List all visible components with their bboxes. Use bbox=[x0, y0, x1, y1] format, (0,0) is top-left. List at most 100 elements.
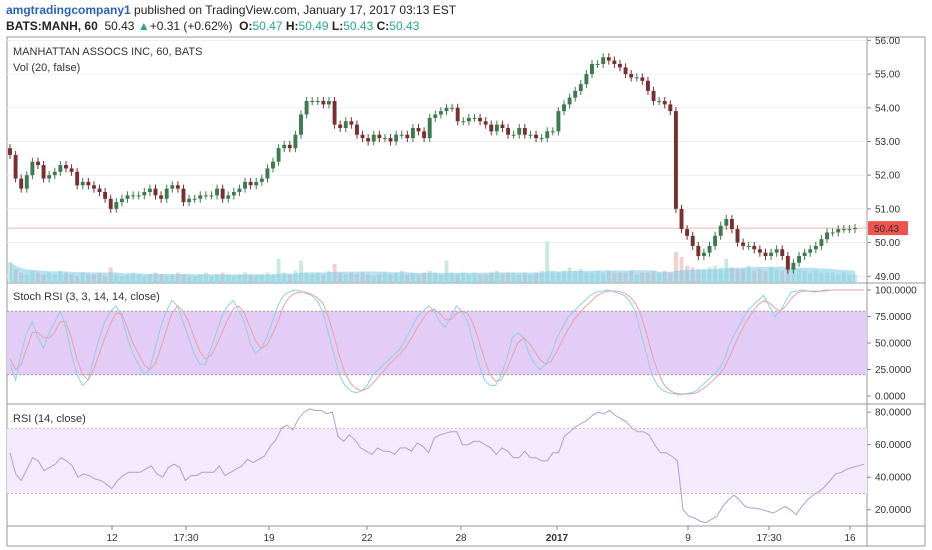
time-tick-label: 22 bbox=[361, 533, 373, 544]
candle-body bbox=[327, 101, 331, 105]
price-tick-label: 56.00 bbox=[875, 36, 900, 47]
volume-ma-area bbox=[10, 262, 855, 283]
candle-body bbox=[142, 192, 147, 196]
author-link[interactable]: amgtradingcompany1 bbox=[6, 3, 131, 17]
candle-body bbox=[164, 188, 169, 199]
candle-body bbox=[265, 168, 270, 179]
candle-body bbox=[86, 181, 91, 186]
candle-body bbox=[584, 74, 589, 85]
candle-body bbox=[797, 256, 801, 263]
candle-body bbox=[36, 161, 40, 166]
candle-body bbox=[153, 188, 158, 196]
candle-body bbox=[506, 127, 511, 135]
candle-body bbox=[685, 229, 690, 236]
candle-body bbox=[645, 80, 650, 91]
candle-body bbox=[338, 124, 343, 128]
close-label: C: bbox=[376, 19, 390, 33]
candle-body bbox=[293, 134, 298, 149]
low-label: L: bbox=[331, 19, 344, 33]
candle-body bbox=[8, 148, 12, 155]
price-tick-label: 55.00 bbox=[875, 70, 900, 81]
candle-body bbox=[640, 77, 645, 81]
candle-body bbox=[825, 232, 829, 240]
candle-body bbox=[259, 178, 264, 182]
open-value: 50.47 bbox=[252, 19, 283, 33]
stoch-tick-label: 0.0000 bbox=[875, 392, 906, 403]
candle-body bbox=[108, 198, 113, 209]
candle-body bbox=[231, 192, 236, 196]
candle-body bbox=[550, 131, 555, 133]
candle-body bbox=[590, 63, 594, 75]
close-value: 50.43 bbox=[389, 19, 420, 33]
candle-body bbox=[466, 117, 471, 122]
candle-body bbox=[612, 60, 617, 64]
candle-body bbox=[578, 84, 583, 91]
candle-body bbox=[696, 245, 701, 257]
rsi-panel-title: RSI (14, close) bbox=[13, 413, 86, 425]
rsi-band bbox=[7, 428, 867, 494]
candle-body bbox=[248, 181, 253, 186]
time-tick-label: 28 bbox=[455, 533, 467, 544]
candle-body bbox=[220, 188, 225, 199]
candle-body bbox=[836, 229, 841, 233]
time-tick-label: 17:30 bbox=[173, 533, 198, 544]
candle-body bbox=[97, 188, 102, 193]
candle-body bbox=[461, 121, 466, 123]
high-label: H: bbox=[285, 19, 299, 33]
candle-body bbox=[433, 114, 438, 118]
candle-body bbox=[75, 171, 80, 186]
candle-body bbox=[198, 195, 203, 199]
candle-body bbox=[500, 124, 505, 128]
candle-body bbox=[13, 154, 18, 179]
candle-body bbox=[254, 181, 259, 186]
candle-body bbox=[780, 249, 785, 257]
candle-body bbox=[360, 134, 365, 139]
candle-body bbox=[595, 63, 600, 65]
candle-body bbox=[58, 165, 63, 172]
price-tick-label: 50.00 bbox=[875, 238, 900, 249]
candle-body bbox=[657, 101, 662, 103]
price-tick-label: 52.00 bbox=[875, 171, 900, 182]
volume-bar bbox=[276, 258, 281, 283]
candle-body bbox=[522, 127, 527, 135]
candle-body bbox=[131, 195, 136, 197]
time-tick-label: 16 bbox=[844, 533, 856, 544]
candle-body bbox=[455, 107, 460, 122]
candle-body bbox=[853, 228, 857, 230]
candle-body bbox=[618, 63, 622, 68]
up-arrow-icon: ▲ bbox=[137, 19, 150, 33]
candle-body bbox=[545, 131, 550, 139]
candle-body bbox=[847, 229, 852, 231]
volume-bar bbox=[299, 260, 303, 283]
candle-body bbox=[119, 198, 124, 203]
time-tick-label: 17:30 bbox=[756, 533, 781, 544]
candle-body bbox=[634, 77, 639, 79]
time-tick-label: 19 bbox=[263, 533, 275, 544]
candle-body bbox=[399, 134, 404, 136]
candle-body bbox=[841, 229, 846, 231]
candle-body bbox=[444, 107, 449, 112]
candle-body bbox=[91, 185, 96, 189]
candle-body bbox=[791, 262, 796, 270]
volume-bar bbox=[673, 251, 678, 283]
candle-body bbox=[573, 90, 578, 98]
candle-body bbox=[321, 101, 326, 105]
candle-body bbox=[438, 111, 443, 115]
candle-body bbox=[707, 245, 712, 253]
candle-body bbox=[354, 124, 359, 135]
rsi-tick-label: 20.0000 bbox=[875, 505, 912, 516]
volume-indicator-label: Vol (20, false) bbox=[13, 62, 80, 74]
candle-body bbox=[187, 198, 192, 203]
candle-body bbox=[478, 117, 483, 122]
candle-body bbox=[181, 188, 186, 203]
rsi-tick-label: 80.0000 bbox=[875, 408, 912, 419]
candle-body bbox=[416, 127, 421, 132]
candle-body bbox=[718, 225, 723, 236]
candle-body bbox=[304, 101, 309, 115]
candle-body bbox=[203, 195, 208, 197]
candle-body bbox=[679, 208, 684, 230]
candle-body bbox=[606, 57, 611, 61]
candle-body bbox=[511, 134, 516, 136]
stoch-panel-title: Stoch RSI (3, 3, 14, 14, close) bbox=[13, 291, 160, 303]
